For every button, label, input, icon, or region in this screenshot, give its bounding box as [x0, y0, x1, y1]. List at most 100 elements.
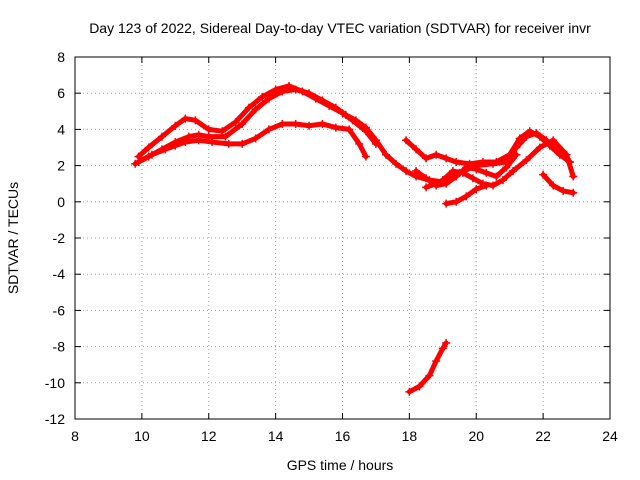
x-tick-label: 18: [402, 428, 418, 444]
series-track: [403, 128, 573, 167]
y-tick-label: -6: [53, 302, 66, 318]
data-point: [452, 157, 461, 166]
data-point: [569, 172, 578, 181]
data-point: [432, 150, 441, 159]
data-point: [305, 121, 314, 130]
data-point: [442, 338, 451, 347]
data-point: [405, 387, 414, 396]
data-point: [264, 125, 273, 134]
data-point: [422, 174, 431, 183]
data-point: [191, 116, 200, 125]
data-points: [131, 81, 578, 396]
data-point: [291, 119, 300, 128]
data-point: [402, 167, 411, 176]
y-tick-label: -10: [45, 375, 65, 391]
series-track-b: [134, 81, 380, 161]
x-axis-label: GPS time / hours: [287, 457, 394, 473]
y-tick-label: 6: [57, 85, 65, 101]
data-point: [285, 81, 293, 90]
data-point: [204, 125, 213, 134]
data-point: [244, 103, 253, 112]
y-tick-label: 8: [57, 49, 65, 65]
data-point: [194, 136, 203, 145]
data-point: [492, 157, 501, 166]
data-point: [171, 141, 180, 150]
series-track: [136, 83, 379, 160]
data-point: [238, 139, 247, 148]
series-track: [540, 172, 576, 196]
y-tick-label: -4: [53, 266, 66, 282]
series-track-i: [405, 338, 451, 396]
data-point: [422, 154, 431, 163]
data-point: [442, 199, 451, 208]
data-point: [525, 127, 534, 136]
data-point: [462, 192, 471, 201]
data-point: [452, 197, 461, 206]
x-tick-label: 20: [468, 428, 484, 444]
data-point: [361, 127, 370, 136]
data-point: [509, 167, 518, 176]
data-point: [562, 150, 571, 159]
data-point: [505, 150, 514, 159]
data-point: [442, 154, 451, 163]
data-point: [271, 85, 280, 94]
data-point: [422, 183, 431, 192]
data-point: [458, 168, 467, 177]
data-point: [311, 94, 320, 103]
data-point: [161, 145, 170, 154]
data-point: [224, 139, 233, 148]
data-point: [171, 121, 180, 130]
data-point: [425, 371, 434, 380]
data-point: [221, 132, 230, 141]
data-point: [251, 134, 260, 143]
data-point: [157, 132, 166, 141]
data-point: [218, 127, 227, 136]
data-point: [134, 157, 143, 166]
y-axis-label: SDTVAR / TECUs: [5, 182, 21, 294]
data-point: [348, 116, 357, 125]
y-tick-label: 0: [57, 194, 65, 210]
data-point: [415, 382, 424, 391]
data-point: [402, 136, 411, 145]
data-point: [208, 138, 217, 147]
y-tick-label: -2: [53, 230, 66, 246]
data-point: [345, 125, 354, 134]
data-point: [438, 344, 447, 353]
x-tick-label: 24: [602, 428, 618, 444]
data-point: [478, 157, 487, 166]
y-tick-label: -8: [53, 339, 66, 355]
data-point: [559, 186, 568, 195]
data-point: [555, 150, 564, 159]
x-tick-label: 16: [335, 428, 351, 444]
series-track-d: [402, 127, 574, 168]
data-point: [381, 150, 390, 159]
data-point: [499, 176, 507, 185]
x-tick-label: 8: [71, 428, 79, 444]
data-point: [472, 165, 481, 174]
data-point: [462, 163, 471, 172]
data-point: [535, 132, 544, 141]
x-tick-label: 10: [134, 428, 150, 444]
data-point: [144, 143, 153, 152]
y-tick-label: -12: [45, 411, 65, 427]
data-point: [522, 156, 531, 165]
data-point: [238, 119, 247, 128]
data-point: [468, 174, 477, 183]
data-point: [432, 357, 441, 366]
data-point: [482, 181, 491, 190]
series-track-c: [134, 119, 370, 166]
data-point: [412, 167, 421, 176]
data-point: [355, 139, 364, 148]
data-point: [539, 170, 548, 179]
data-point: [535, 143, 544, 152]
data-point: [331, 123, 340, 132]
data-point: [278, 119, 287, 128]
data-point: [325, 101, 334, 110]
data-point: [338, 109, 347, 118]
data-point: [147, 150, 156, 159]
series-track-g: [442, 181, 491, 208]
data-point: [488, 181, 497, 190]
y-tick-label: 4: [57, 121, 65, 137]
data-point: [448, 167, 457, 176]
